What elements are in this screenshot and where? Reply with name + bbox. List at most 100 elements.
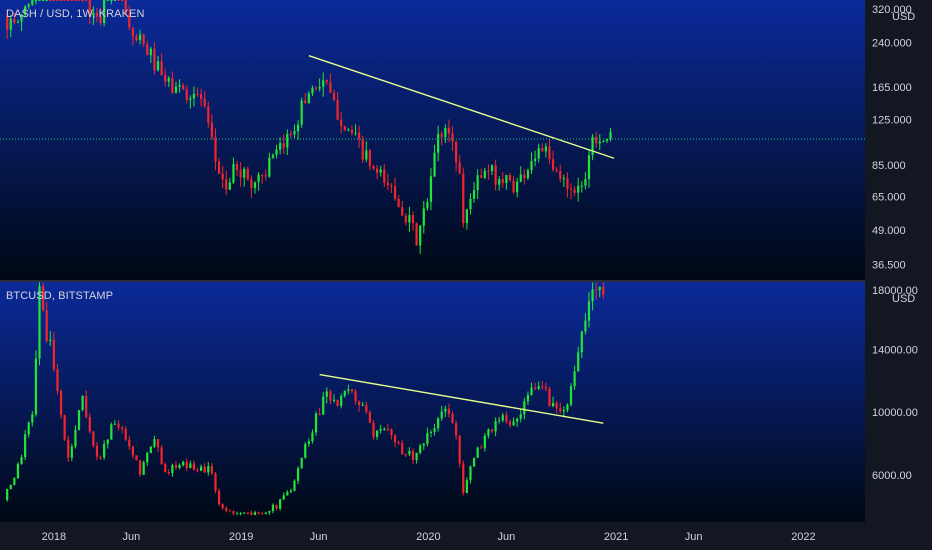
candle-body: [156, 61, 160, 71]
candle-body: [74, 429, 77, 447]
candle-body: [275, 149, 278, 155]
candle-body: [279, 143, 282, 150]
candle-body: [243, 512, 246, 514]
candle-body: [386, 182, 389, 186]
price-tick-label: 165.000: [872, 82, 912, 94]
candle-body: [135, 455, 138, 461]
candle-body: [368, 150, 372, 167]
candle-body: [167, 472, 170, 474]
dash-pane-title: DASH / USD, 1W, KRAKEN: [6, 8, 145, 20]
resistance-trendline[interactable]: [319, 373, 604, 424]
candle-body: [419, 225, 422, 246]
candle-body: [429, 431, 433, 434]
candle-body: [472, 189, 476, 199]
candle-body: [404, 454, 407, 456]
time-tick-label: Jun: [122, 531, 140, 543]
time-axis[interactable]: 2018 Jun 2019 Jun 2020 Jun 2021 Jun 2022: [0, 522, 932, 550]
candle-body: [483, 435, 486, 449]
candle-body: [304, 100, 307, 104]
candle-body: [469, 198, 472, 210]
pane-separator[interactable]: [0, 280, 932, 282]
candle-body: [490, 165, 494, 172]
candle-body: [422, 443, 425, 446]
candle-body: [304, 444, 307, 458]
candle-body: [164, 75, 167, 82]
candle-body: [512, 421, 515, 426]
candle-body: [282, 143, 285, 148]
candle-body: [31, 0, 34, 5]
candle-body: [458, 162, 461, 174]
candle-body: [110, 424, 113, 440]
candle-body: [228, 510, 231, 512]
candle-body: [559, 408, 562, 412]
candle-body: [365, 150, 368, 160]
candle-body: [372, 422, 375, 438]
btc-pane[interactable]: [0, 282, 865, 522]
candle-body: [45, 0, 48, 1]
candle-body: [31, 414, 34, 423]
dash-candles: [6, 0, 612, 254]
candle-body: [279, 499, 282, 509]
price-axis[interactable]: 320.000 240.000 165.000 125.000 85.000 65.000…: [865, 0, 932, 522]
candle-body: [45, 310, 48, 341]
candle-body: [587, 155, 591, 180]
candle-body: [264, 512, 267, 515]
candle-body: [314, 87, 318, 89]
candle-body: [27, 4, 30, 7]
candle-body: [88, 417, 91, 432]
candle-body: [160, 61, 163, 76]
candle-body: [243, 168, 246, 178]
candle-body: [52, 0, 55, 1]
candle-body: [52, 339, 55, 370]
candle-body: [587, 301, 591, 321]
candle-body: [293, 131, 296, 135]
candle-body: [131, 446, 134, 456]
candle-body: [113, 0, 117, 1]
candle-body: [591, 289, 594, 302]
candle-body: [426, 433, 429, 444]
candle-body: [577, 352, 580, 372]
candle-body: [34, 358, 38, 415]
dash-trendline-group: [308, 55, 615, 159]
time-tick-label: Jun: [685, 531, 703, 543]
candle-body: [156, 439, 160, 448]
candle-body: [422, 208, 425, 226]
candle-body: [103, 0, 106, 24]
btc-pane-background: [0, 282, 865, 522]
candle-body: [171, 77, 174, 93]
resistance-trendline[interactable]: [308, 55, 615, 159]
candle-body: [429, 176, 433, 203]
candle-body: [505, 415, 508, 422]
candle-body: [264, 175, 267, 177]
candle-body: [311, 87, 314, 94]
candle-body: [196, 93, 199, 95]
candle-body: [56, 369, 59, 392]
btc-trendline-group: [319, 373, 604, 424]
candle-body: [447, 127, 451, 134]
candle-body: [347, 129, 350, 131]
dash-pane[interactable]: 105.9483d 8h: [0, 0, 926, 280]
candle-body: [501, 179, 504, 183]
candle-body: [120, 427, 124, 429]
candle-body: [41, 286, 45, 311]
candle-body: [289, 490, 293, 492]
candle-body: [210, 122, 214, 138]
candle-body: [541, 386, 544, 388]
candle-body: [13, 478, 16, 485]
candle-body: [383, 169, 386, 183]
candle-body: [99, 456, 102, 458]
candle-body: [275, 504, 278, 509]
candle-body: [16, 21, 20, 23]
candle-body: [358, 401, 361, 406]
candle-body: [548, 146, 551, 160]
candle-body: [235, 164, 239, 171]
candle-body: [293, 480, 296, 491]
candle-body: [182, 461, 185, 465]
candle-body: [609, 131, 612, 139]
candle-body: [235, 513, 239, 515]
candle-body: [393, 186, 397, 199]
candle-body: [494, 421, 497, 432]
candle-body: [541, 148, 544, 152]
candle-body: [332, 92, 336, 100]
